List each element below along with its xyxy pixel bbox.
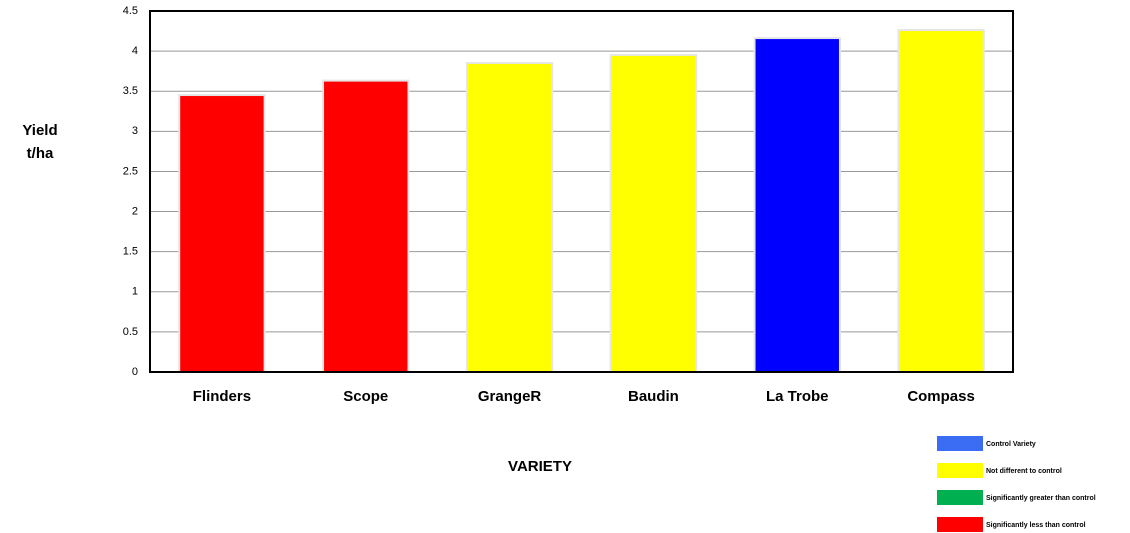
legend-label: Significantly greater than control [986,495,1096,502]
bar [467,63,552,373]
y-tick-label: 2.5 [123,165,138,177]
y-axis-label: t/ha [27,145,54,162]
y-tick-label: 1.5 [123,246,138,258]
y-tick-label: 4.5 [123,5,138,17]
plot-border [149,10,1014,373]
y-tick-label: 0 [132,366,138,378]
y-tick-label: 0.5 [123,326,138,338]
bar [324,81,408,373]
y-tick-label: 3.5 [123,85,138,97]
bar [611,55,696,373]
y-axis-label: Yield [22,122,57,139]
x-tick-label: Scope [343,388,388,405]
y-tick-label: 1 [132,286,138,298]
legend-label: Not different to control [986,468,1062,475]
x-tick-label: GrangeR [478,388,542,405]
x-tick-label: La Trobe [766,388,829,405]
x-tick-label: Compass [907,388,975,405]
legend-label: Significantly less than control [986,522,1086,529]
bar [899,31,983,373]
x-tick-label: Flinders [193,388,251,405]
legend-swatch [937,436,983,451]
legend-label: Control Variety [986,441,1036,448]
bar [180,96,264,372]
bar [755,39,839,372]
legend-swatch [937,517,983,532]
x-tick-label: Baudin [628,388,679,405]
legend-swatch [937,490,983,505]
y-tick-label: 2 [132,205,138,217]
legend-swatch [937,463,983,478]
x-axis-label: VARIETY [508,458,572,475]
y-tick-label: 3 [132,125,138,137]
y-tick-label: 4 [132,45,138,57]
